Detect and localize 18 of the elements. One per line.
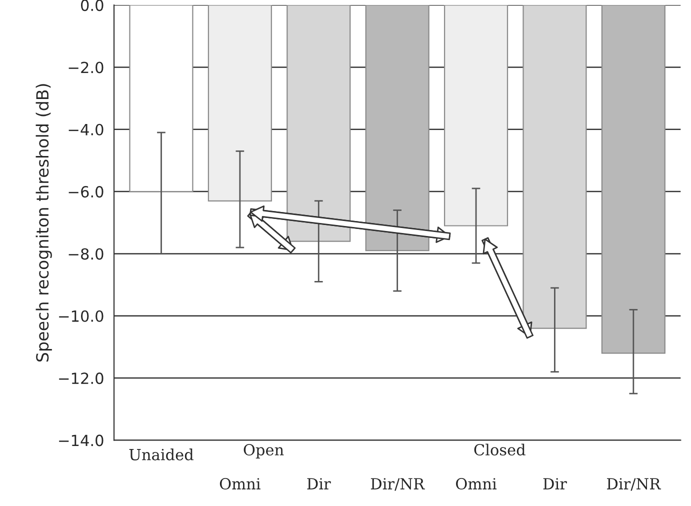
x-tick-label: Omni: [456, 478, 497, 490]
y-tick-label: −12.0: [59, 372, 104, 384]
y-tick-label: −4.0: [68, 124, 104, 136]
y-tick-label: 0.0: [81, 0, 104, 12]
x-tick-label: Unaided: [129, 448, 194, 460]
y-tick-label: −6.0: [68, 186, 104, 198]
y-tick-label: −14.0: [59, 434, 104, 446]
y-tick-label: −10.0: [59, 310, 104, 322]
y-tick-label: −8.0: [68, 248, 104, 260]
text: Closed: [474, 444, 526, 456]
x-tick-label: Dir/NR: [370, 478, 425, 491]
x-tick-label: Dir: [307, 478, 331, 490]
x-tick-label: Dir/NR: [607, 478, 662, 491]
text: Open: [244, 444, 284, 458]
x-tick-label: Omni: [220, 478, 260, 490]
y-tick-label: −2.0: [68, 62, 104, 74]
x-tick-label: Dir: [543, 478, 567, 490]
y-axis-title: Speech recogniton threshold (dB): [36, 84, 52, 362]
